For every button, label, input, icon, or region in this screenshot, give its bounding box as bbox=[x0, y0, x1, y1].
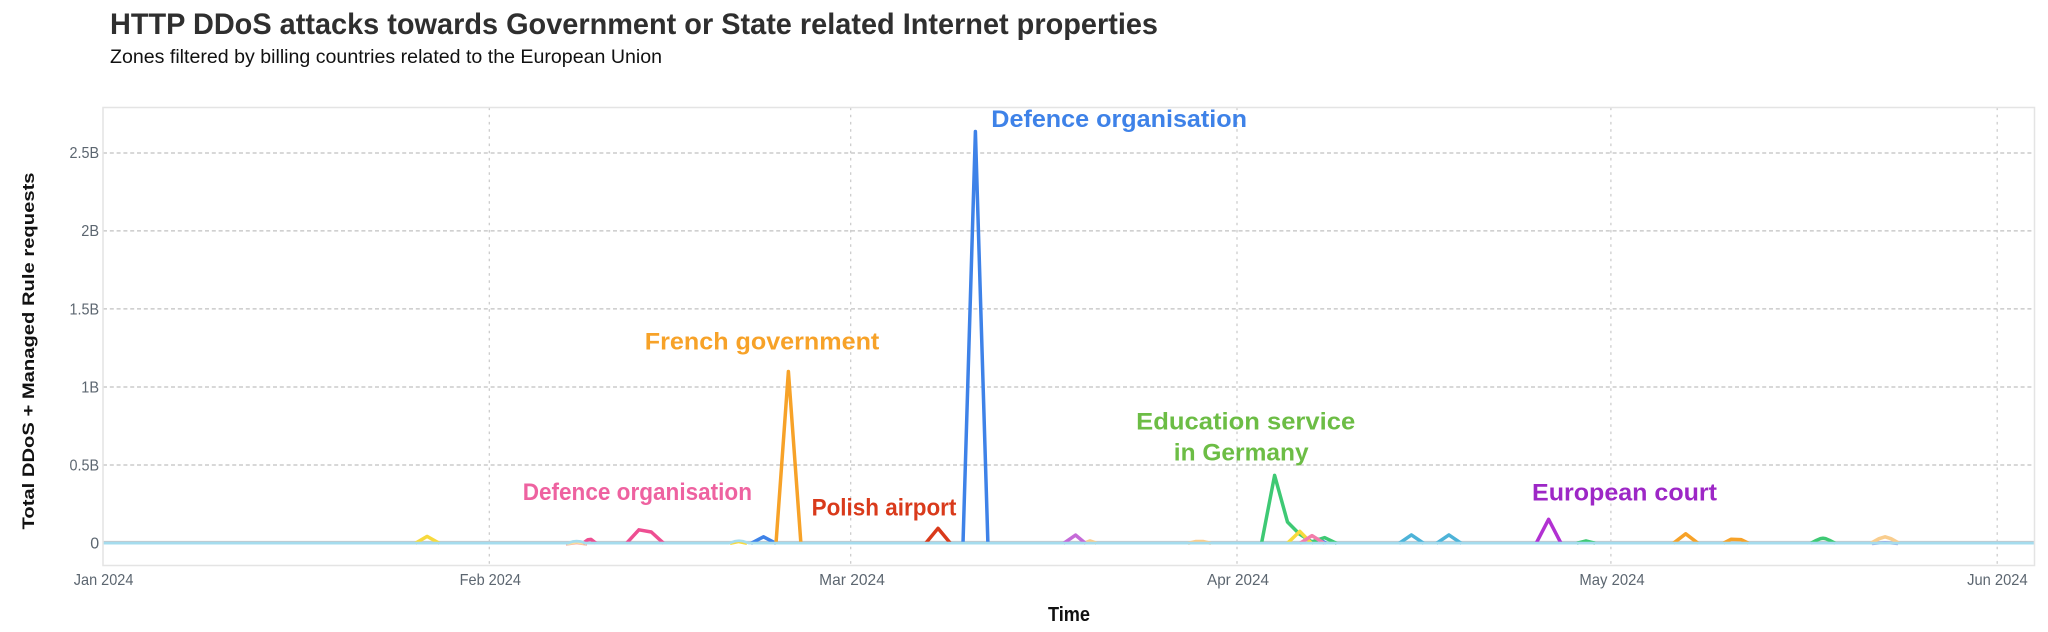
svg-text:in Germany: in Germany bbox=[1174, 439, 1309, 466]
svg-text:2.5B: 2.5B bbox=[70, 145, 100, 162]
svg-text:Jan 2024: Jan 2024 bbox=[74, 572, 134, 589]
svg-text:Education service: Education service bbox=[1136, 408, 1355, 435]
svg-text:Zones filtered by billing coun: Zones filtered by billing countries rela… bbox=[110, 46, 662, 68]
svg-text:Apr 2024: Apr 2024 bbox=[1207, 572, 1269, 589]
svg-text:Polish airport: Polish airport bbox=[812, 494, 957, 521]
svg-text:1B: 1B bbox=[81, 379, 99, 396]
svg-text:European court: European court bbox=[1532, 480, 1717, 507]
svg-text:Mar 2024: Mar 2024 bbox=[819, 572, 885, 589]
svg-text:Time: Time bbox=[1048, 604, 1090, 626]
svg-text:Jun 2024: Jun 2024 bbox=[1967, 572, 2028, 589]
svg-text:0.5B: 0.5B bbox=[70, 457, 100, 474]
svg-text:HTTP DDoS attacks towards Gove: HTTP DDoS attacks towards Government or … bbox=[110, 8, 1158, 41]
svg-text:0: 0 bbox=[90, 535, 99, 552]
svg-text:2B: 2B bbox=[81, 223, 99, 240]
svg-text:Defence organisation: Defence organisation bbox=[991, 106, 1247, 133]
svg-text:1.5B: 1.5B bbox=[70, 301, 100, 318]
svg-text:French government: French government bbox=[645, 328, 880, 355]
svg-text:Defence organisation: Defence organisation bbox=[523, 479, 752, 506]
svg-text:Feb 2024: Feb 2024 bbox=[460, 572, 521, 589]
svg-text:Total DDoS + Managed Rule requ: Total DDoS + Managed Rule requests bbox=[19, 173, 38, 530]
svg-text:May 2024: May 2024 bbox=[1579, 572, 1644, 589]
